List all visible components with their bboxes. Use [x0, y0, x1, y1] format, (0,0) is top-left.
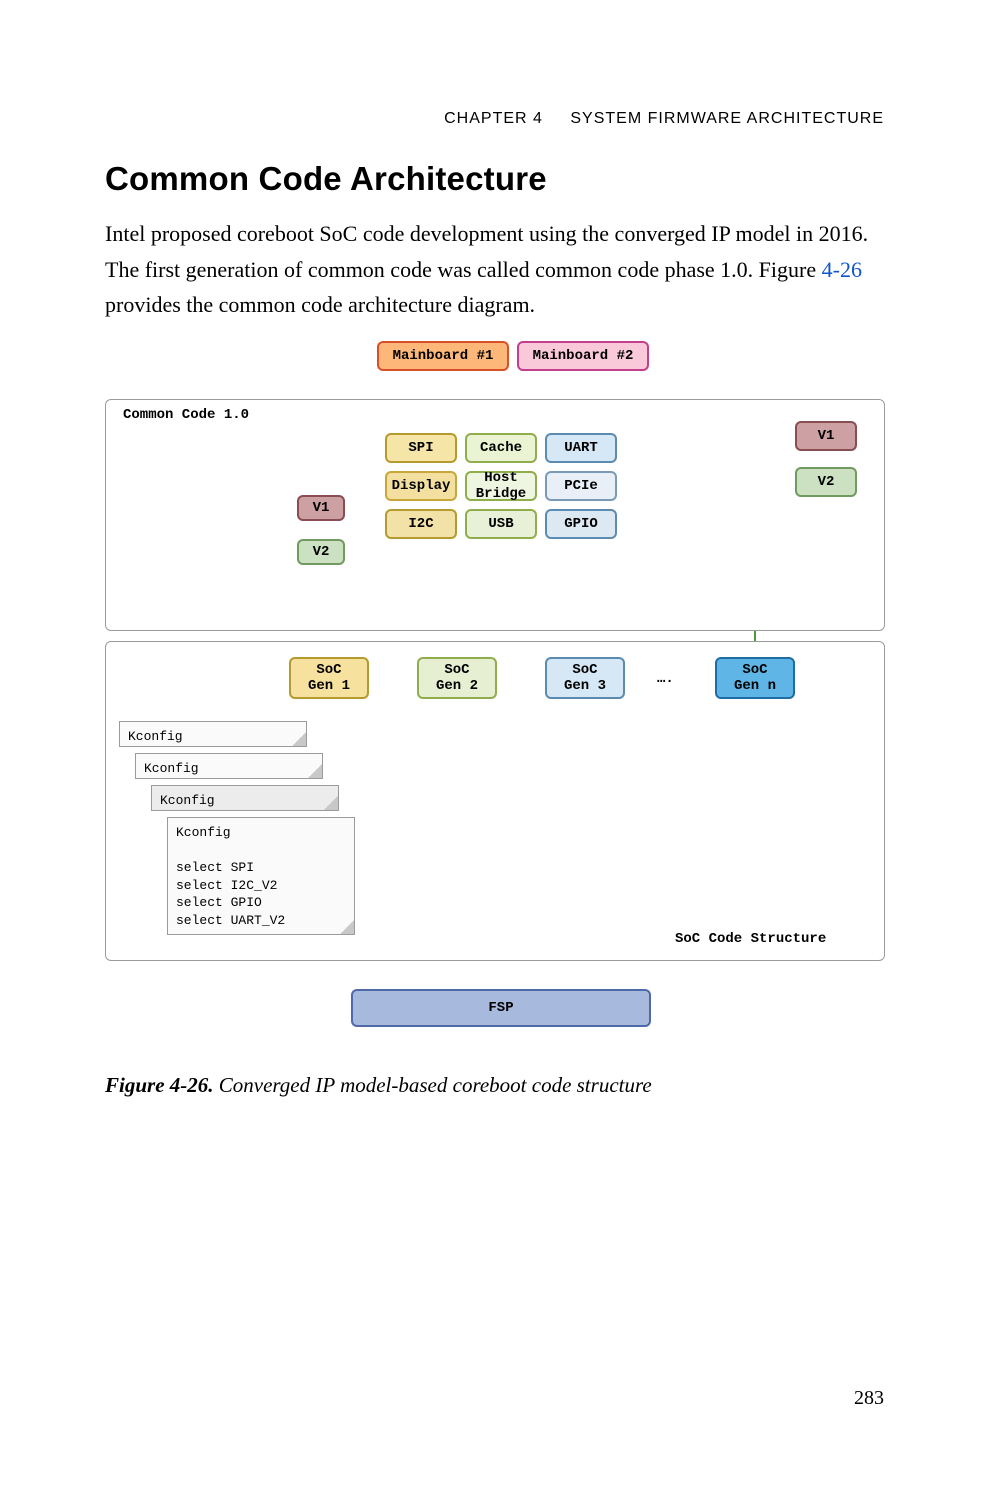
running-header: CHAPTER 4 SYSTEM FIRMWARE ARCHITECTURE	[444, 110, 884, 128]
soc-block-soc-gen-1: SoC Gen 1	[289, 657, 369, 699]
ip-block-usb: USB	[465, 509, 537, 539]
body-paragraph: Intel proposed coreboot SoC code develop…	[105, 216, 884, 323]
left-version-v1: V1	[297, 495, 345, 521]
ip-block-gpio: GPIO	[545, 509, 617, 539]
right-version-v1: V1	[795, 421, 857, 451]
ip-block-host-bridge: Host Bridge	[465, 471, 537, 501]
kconfig-note-2: Kconfig	[135, 753, 323, 779]
left-version-v2: V2	[297, 539, 345, 565]
right-version-v2: V2	[795, 467, 857, 497]
soc-block-soc-gen-n: SoC Gen n	[715, 657, 795, 699]
mainboard-chip-1: Mainboard #1	[377, 341, 509, 371]
page: CHAPTER 4 SYSTEM FIRMWARE ARCHITECTURE C…	[0, 0, 989, 1500]
ip-block-i2c: I2C	[385, 509, 457, 539]
soc-ellipsis: ….	[657, 671, 674, 687]
body-text-pre: Intel proposed coreboot SoC code develop…	[105, 221, 868, 282]
figure-caption: Figure 4-26. Converged IP model-based co…	[105, 1073, 885, 1098]
ip-block-pcie: PCIe	[545, 471, 617, 501]
ip-block-uart: UART	[545, 433, 617, 463]
mainboard-chip-2: Mainboard #2	[517, 341, 649, 371]
diagram-canvas: Common Code 1.0 SoC Code Structure …. Mainb…	[105, 341, 885, 1053]
soc-block-soc-gen-3: SoC Gen 3	[545, 657, 625, 699]
chapter-title: SYSTEM FIRMWARE ARCHITECTURE	[570, 110, 884, 127]
kconfig-note-1: Kconfig	[119, 721, 307, 747]
figure: Common Code 1.0 SoC Code Structure …. Mainb…	[105, 341, 885, 1098]
common-code-title: Common Code 1.0	[123, 407, 249, 423]
chapter-label: CHAPTER 4	[444, 110, 543, 127]
section-title: Common Code Architecture	[105, 160, 884, 198]
ip-block-cache: Cache	[465, 433, 537, 463]
kconfig-note-4: Kconfig select SPI select I2C_V2 select …	[167, 817, 355, 935]
figure-number: Figure 4-26.	[105, 1073, 214, 1097]
soc-block-soc-gen-2: SoC Gen 2	[417, 657, 497, 699]
ip-block-display: Display	[385, 471, 457, 501]
figure-reference-link[interactable]: 4-26	[822, 257, 862, 282]
ip-block-spi: SPI	[385, 433, 457, 463]
fsp-block: FSP	[351, 989, 651, 1027]
kconfig-note-3: Kconfig	[151, 785, 339, 811]
soc-code-structure-label: SoC Code Structure	[675, 931, 826, 947]
body-text-post: provides the common code architecture di…	[105, 292, 535, 317]
figure-caption-text: Converged IP model-based coreboot code s…	[214, 1073, 652, 1097]
page-number: 283	[854, 1387, 884, 1410]
